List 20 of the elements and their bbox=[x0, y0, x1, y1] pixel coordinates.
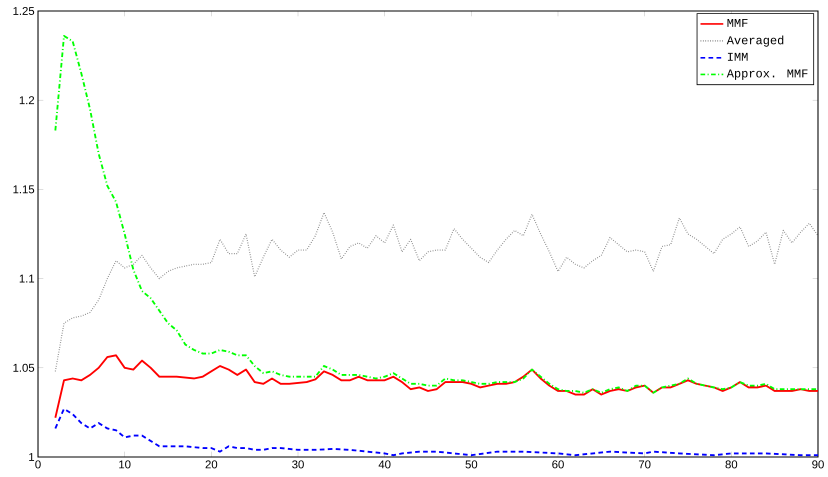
x-tick-label: 30 bbox=[292, 460, 304, 468]
y-tick-label: 1.25 bbox=[13, 6, 34, 15]
legend-label: MMF bbox=[727, 18, 748, 27]
x-tick-label: 20 bbox=[206, 460, 218, 468]
x-tick-label: 40 bbox=[378, 460, 391, 468]
x-tick-label: 50 bbox=[465, 460, 478, 468]
x-tick-label: 0 bbox=[35, 460, 41, 468]
y-tick-label: 1.2 bbox=[20, 96, 34, 104]
x-tick-label: 80 bbox=[726, 460, 738, 468]
y-tick-label: 1.1 bbox=[20, 274, 34, 282]
legend-label: Approx. MMF bbox=[726, 69, 808, 80]
legend-label: IMM bbox=[728, 52, 748, 61]
legend-label: Averaged bbox=[726, 36, 784, 47]
y-tick-label: 1.15 bbox=[13, 185, 34, 194]
y-tick-label: 1.05 bbox=[13, 364, 34, 372]
y-tick-label: 1 bbox=[29, 453, 34, 461]
x-tick-label: 60 bbox=[552, 460, 564, 468]
x-tick-label: 70 bbox=[638, 460, 651, 468]
x-tick-label: 90 bbox=[812, 460, 824, 468]
x-tick-label: 10 bbox=[119, 460, 131, 468]
